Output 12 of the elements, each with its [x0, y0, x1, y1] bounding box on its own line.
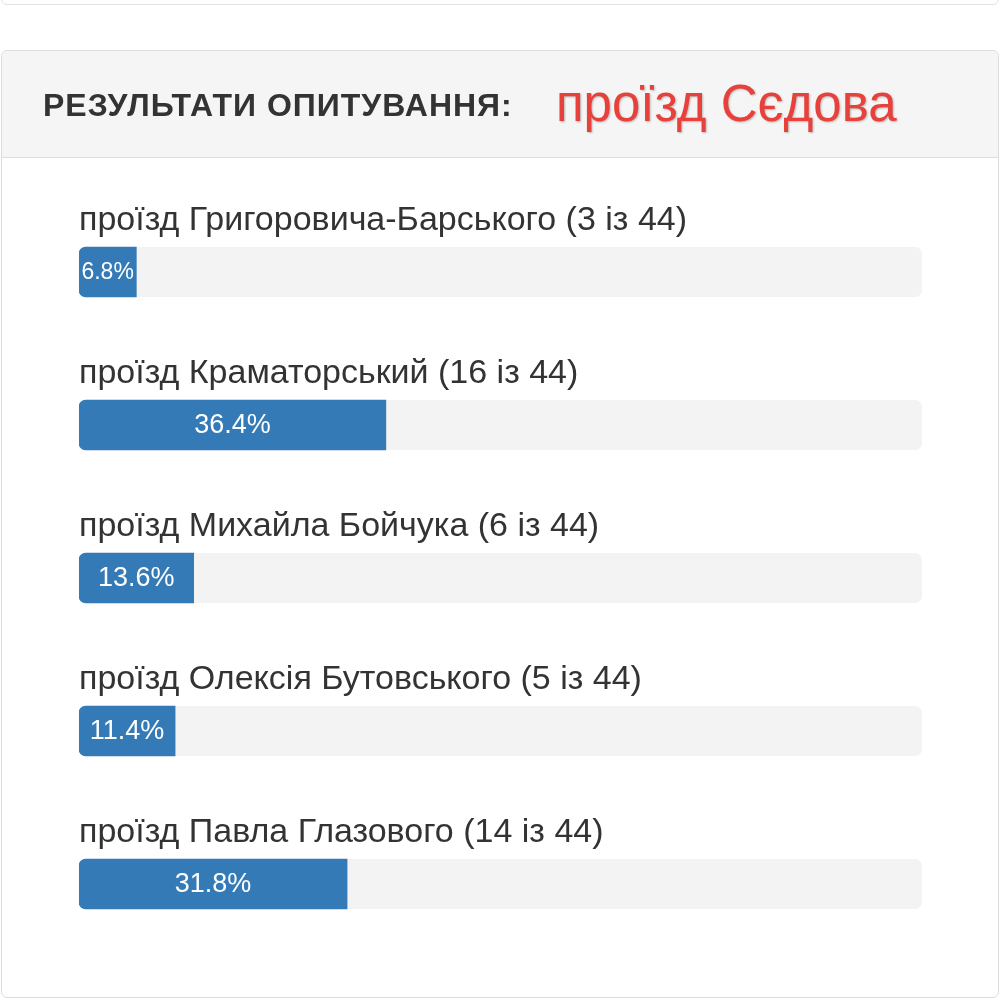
data-label: 11.4%: [89, 715, 165, 746]
data-label: 31.8%: [174, 868, 252, 899]
chart-subtitle: проїзд Сєдова: [556, 75, 897, 133]
y-tick-label: проїзд Олексія Бутовського (5 із 44): [79, 658, 642, 697]
y-tick-label: проїзд Михайла Бойчука (6 із 44): [79, 505, 600, 544]
data-label: 13.6%: [98, 562, 175, 593]
data-label: 6.8%: [81, 258, 134, 285]
y-tick-label: проїзд Григоровича-Барського (3 із 44): [79, 199, 688, 238]
chart-title: РЕЗУЛЬТАТИ ОПИТУВАННЯ:: [43, 87, 513, 123]
data-label: 36.4%: [194, 409, 271, 440]
y-tick-label: проїзд Краматорський (16 із 44): [79, 352, 579, 391]
y-tick-label: проїзд Павла Глазового (14 із 44): [79, 811, 604, 850]
